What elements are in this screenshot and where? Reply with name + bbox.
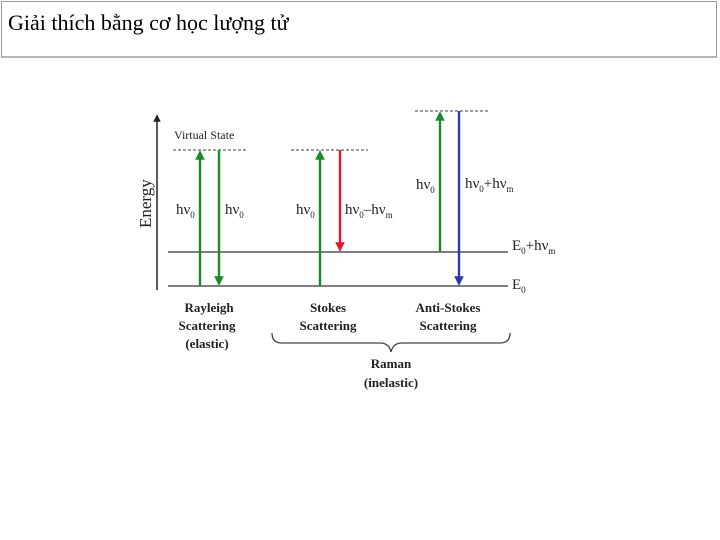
antistokes-name-line2: Scattering	[419, 318, 477, 333]
stokes-up-label: hν0	[296, 202, 315, 220]
stokes-down-label: hν0–hνm	[345, 202, 393, 220]
slide-title: Giải thích bằng cơ học lượng tử	[8, 10, 289, 35]
stokes-name-line1: Stokes	[310, 300, 346, 315]
energy-axis-label: Energy	[136, 179, 155, 228]
rayleigh-name-line1: Rayleigh	[184, 300, 234, 315]
rayleigh-name-line3: (elastic)	[185, 336, 228, 351]
title-box: Giải thích bằng cơ học lượng tử	[1, 1, 717, 58]
raman-label-line1: Raman	[371, 356, 412, 371]
rayleigh-name-line2: Scattering	[178, 318, 236, 333]
stokes-name-line2: Scattering	[299, 318, 357, 333]
excited-level-label: E0+hνm	[512, 238, 555, 256]
rayleigh-down-label: hν0	[225, 202, 244, 220]
antistokes-name-line1: Anti-Stokes	[415, 300, 480, 315]
raman-label-line2: (inelastic)	[364, 375, 418, 390]
virtual-state-label: Virtual State	[174, 128, 234, 142]
rayleigh-up-label: hν0	[176, 202, 195, 220]
ground-level-label: E0	[512, 277, 526, 295]
raman-brace	[271, 332, 511, 353]
antistokes-down-label: hν0+hνm	[465, 176, 514, 194]
antistokes-up-label: hν0	[416, 177, 435, 195]
